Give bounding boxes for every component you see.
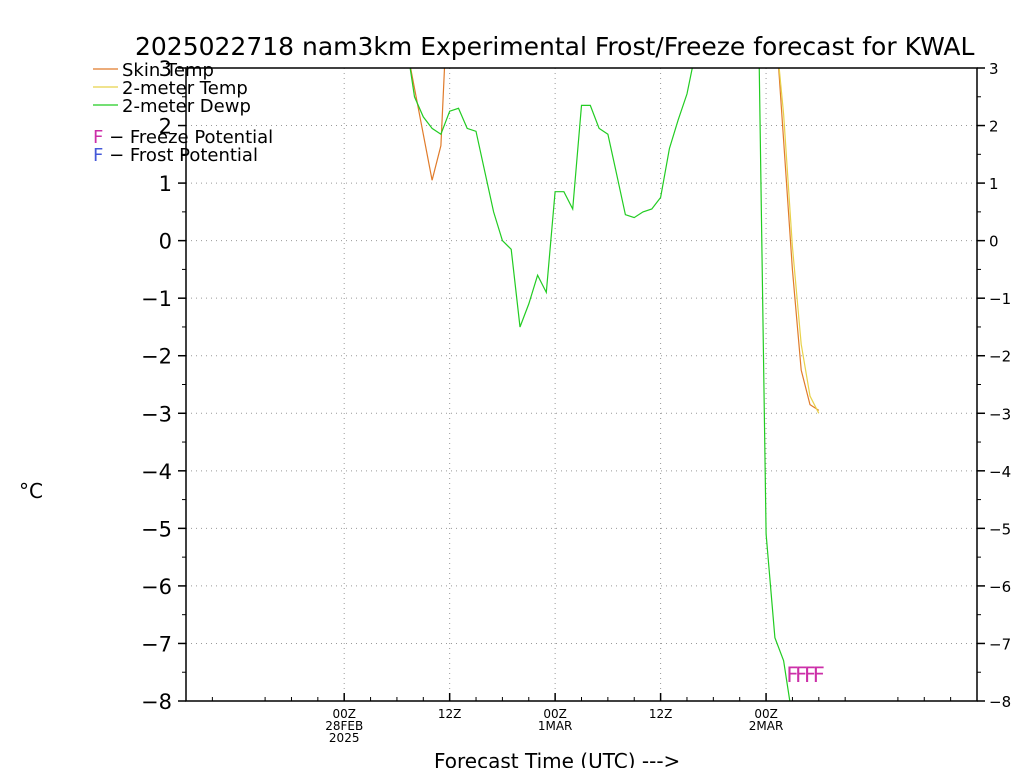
x-tick-label: 2MAR	[749, 719, 784, 733]
y-tick-label-right: 1	[989, 175, 999, 193]
y-tick-label-right: −2	[989, 348, 1011, 366]
y-tick-label-right: −5	[989, 520, 1011, 538]
y-tick-label: −4	[141, 460, 172, 484]
y-tick-label: 3	[159, 57, 172, 81]
legend-potential-label: − Freeze Potential	[103, 127, 273, 148]
y-tick-label-right: −8	[989, 693, 1011, 711]
x-tick-label: 2025	[329, 731, 360, 745]
x-tick-label: 12Z	[649, 707, 673, 721]
y-tick-label: 1	[159, 172, 172, 196]
y-tick-label-right: 3	[989, 60, 999, 78]
y-tick-label-right: 0	[989, 233, 999, 251]
series-lines	[409, 68, 820, 701]
y-tick-label: 0	[159, 230, 172, 254]
x-tick-label: 1MAR	[538, 719, 573, 733]
x-tick-label: 00Z	[332, 707, 356, 721]
legend-label: 2-meter Dewp	[122, 96, 251, 117]
series-line-2-meter-temp	[778, 68, 820, 414]
legend-potential-label: − Frost Potential	[103, 145, 258, 166]
y-axis-label: °C	[19, 479, 43, 503]
y-tick-label-right: −1	[989, 290, 1011, 308]
legend-label: 2-meter Temp	[122, 78, 248, 99]
x-tick-label: 00Z	[543, 707, 567, 721]
freeze-marker: F	[804, 663, 816, 687]
legend-potential-marker: F	[93, 145, 103, 166]
y-tick-label-right: −6	[989, 578, 1011, 596]
y-tick-label-right: −3	[989, 405, 1011, 423]
series-line-skin-temp	[409, 68, 820, 411]
x-tick-label: 28FEB	[325, 719, 363, 733]
y-tick-label: −7	[141, 632, 172, 656]
y-tick-label: −3	[141, 402, 172, 426]
chart-title: 2025022718 nam3km Experimental Frost/Fre…	[135, 32, 975, 61]
freeze-marker: F	[795, 663, 807, 687]
plot-frame	[185, 67, 978, 702]
legend-potential: F − Frost Potential	[93, 145, 258, 166]
y-tick-label-right: −7	[989, 635, 1011, 653]
legend-potential-marker: F	[93, 127, 103, 148]
y-tick-label: −5	[141, 517, 172, 541]
y-tick-label: 2	[159, 115, 172, 139]
x-axis-label: Forecast Time (UTC) --->	[434, 749, 680, 768]
y-tick-label: −1	[141, 287, 172, 311]
freeze-marker: F	[786, 663, 798, 687]
y-tick-label-right: −4	[989, 463, 1011, 481]
legend-potential: F − Freeze Potential	[93, 127, 273, 148]
legend-label: Skin Temp	[122, 60, 214, 81]
grid-lines	[186, 68, 977, 701]
y-tick-label: −2	[141, 345, 172, 369]
x-tick-label: 12Z	[438, 707, 462, 721]
y-tick-label: −6	[141, 575, 172, 599]
freeze-marker: F	[813, 663, 825, 687]
y-tick-label: −8	[141, 690, 172, 714]
series-line-2-meter-dewp	[409, 68, 791, 701]
x-tick-label: 00Z	[754, 707, 778, 721]
y-axis: −8 −8 −7 −7 −6 −6 −5 −5 −4 −4 −3 −3 −2 −2 −1 −1 0 0 1 1 2 2 3 3	[141, 57, 1011, 714]
y-tick-label-right: 2	[989, 118, 999, 136]
